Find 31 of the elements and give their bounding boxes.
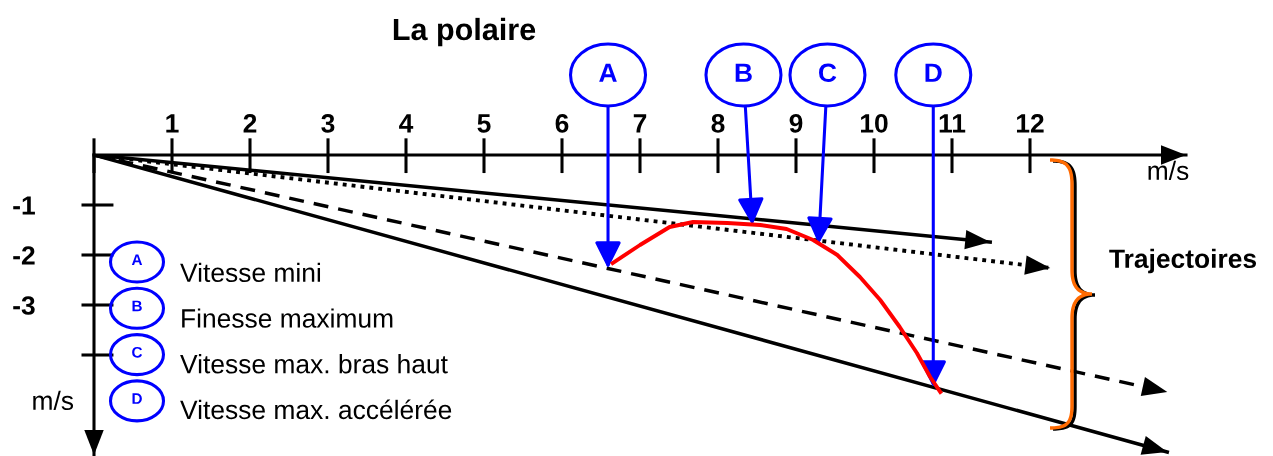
y-tick-label: -1 (13, 196, 35, 215)
x-tick-label: 3 (321, 114, 335, 133)
annotation: D (925, 63, 942, 82)
x-tick-label: 12 (1016, 114, 1044, 133)
annotation: A (599, 63, 617, 82)
x-tick-label: 8 (711, 114, 725, 133)
annotation: C (132, 346, 143, 358)
annotation: Finesse maximum (182, 308, 393, 328)
annotation: A (131, 254, 143, 265)
annotation: Vitesse max. bras haut (180, 354, 448, 374)
y-axis-title: m/s (33, 390, 74, 411)
annotation: B (735, 63, 752, 82)
annotation: Vitesse max. accélérée (180, 399, 452, 420)
x-tick-label: 10 (860, 114, 888, 133)
x-tick-label: 2 (243, 114, 257, 133)
annotation: C (819, 63, 837, 83)
x-tick-label: 9 (789, 114, 803, 133)
annotation: B (132, 300, 142, 312)
y-tick-label: -3 (13, 296, 35, 315)
chart-title: La polaire (393, 17, 536, 47)
x-tick-label: 5 (477, 114, 491, 133)
x-tick-label: 1 (166, 114, 179, 133)
x-axis-title: m/s (1148, 160, 1189, 181)
x-tick-label: 7 (633, 114, 647, 133)
annotation: D (132, 393, 142, 404)
x-tick-label: 11 (939, 114, 966, 133)
x-tick-label: 6 (555, 114, 569, 133)
annotation: Trajectoires (1109, 248, 1256, 274)
x-tick-label: 4 (399, 114, 414, 133)
y-tick-label: -2 (13, 246, 35, 265)
annotation: Vitesse mini (180, 262, 321, 283)
